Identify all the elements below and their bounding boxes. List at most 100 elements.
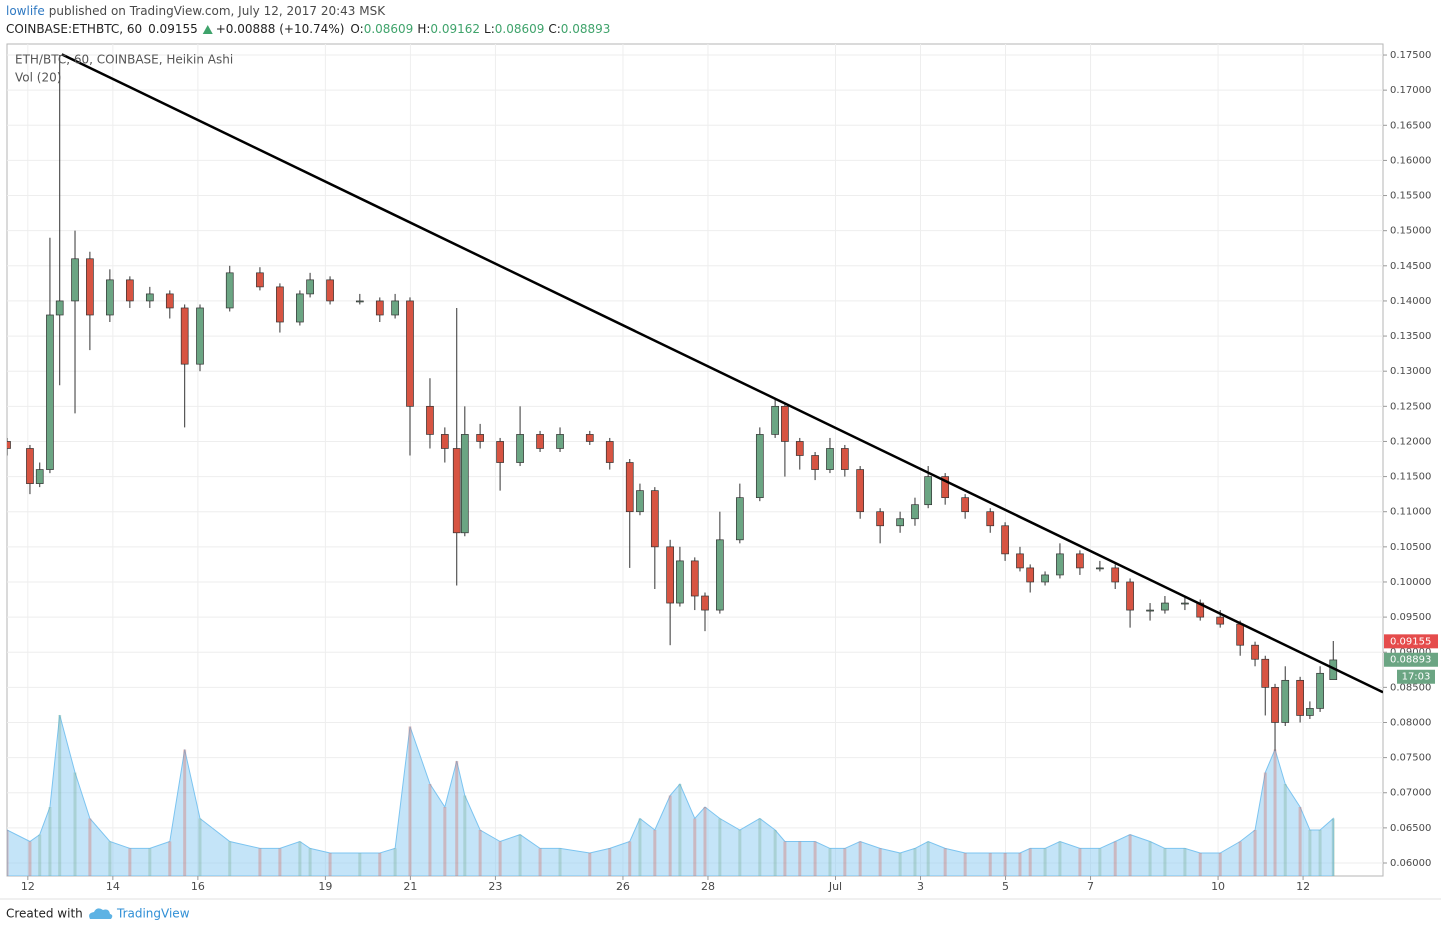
volume-bar [1183, 848, 1187, 876]
candle-body [735, 497, 744, 541]
volume-bar [1238, 841, 1242, 876]
volume-bar [703, 807, 707, 876]
volume-bar [558, 848, 562, 876]
plot-area [6, 43, 1384, 877]
y-tick-label: 0.13500 [1390, 331, 1431, 342]
legend-title: ETH/BTC, 60, COINBASE, Heikin Ashi [15, 53, 233, 67]
candle-body [1001, 525, 1009, 555]
last-price: 0.09155 [148, 22, 198, 36]
candle-body [7, 441, 11, 449]
header-line: lowlife published on TradingView.com, Jul… [6, 4, 386, 18]
candle-body [666, 546, 674, 604]
footer-created: Created with [6, 907, 83, 921]
volume-bar [1113, 841, 1117, 876]
volume-bar [38, 834, 42, 876]
volume-bar [653, 830, 657, 876]
candle-body [585, 434, 594, 442]
y-tick-label: 0.10500 [1390, 542, 1431, 553]
y-tick-label: 0.09000 [1390, 647, 1431, 658]
y-tick-label: 0.16500 [1390, 120, 1431, 131]
volume-bar [773, 830, 777, 876]
volume-bar [1331, 818, 1335, 876]
volume-bar [943, 848, 947, 876]
candle-body [1026, 567, 1035, 583]
y-tick-label: 0.15500 [1390, 191, 1431, 202]
volume-area [7, 714, 1334, 876]
price-tag [1384, 634, 1438, 649]
candle-body [1316, 672, 1324, 709]
volume-bar [88, 818, 92, 876]
candle-body [355, 300, 364, 303]
volume-label: Vol (20) [15, 71, 61, 85]
candles [7, 53, 1383, 751]
candle-body [180, 307, 189, 365]
volume-bar [308, 848, 312, 876]
footer-brand[interactable]: TradingView [116, 907, 190, 921]
volume-bar [1318, 830, 1322, 876]
volume-bar [128, 848, 132, 876]
x-tick-label: 28 [701, 880, 715, 893]
volume-bar [198, 818, 202, 876]
volume-bar [378, 853, 382, 876]
candle-body [46, 314, 54, 470]
volume-bar [258, 848, 262, 876]
volume-bar [538, 848, 542, 876]
byline: published on TradingView.com, July 12, 2… [49, 4, 386, 18]
candle-body [225, 272, 234, 309]
candle-body [690, 560, 699, 597]
volume-bar [1218, 853, 1222, 876]
candle-body [256, 272, 264, 288]
candle-body [924, 476, 933, 506]
volume-bar [1028, 848, 1032, 876]
ohlc-label: C: [548, 22, 560, 36]
candle-body [986, 511, 995, 527]
candle-body [426, 405, 434, 435]
volume-bar [393, 848, 397, 876]
logo [89, 908, 113, 919]
volume-bar [73, 772, 77, 876]
volume-bar [693, 818, 697, 876]
candle-body [605, 441, 614, 463]
volume-bar [718, 818, 722, 876]
candle-body [26, 448, 34, 484]
y-tick-label: 0.08000 [1390, 717, 1431, 728]
candle-body [876, 511, 884, 527]
author[interactable]: lowlife [6, 4, 45, 18]
candle-body [476, 434, 484, 442]
candle-body [1236, 623, 1245, 646]
candle-body [1216, 616, 1225, 625]
volume-bar [963, 853, 967, 876]
volume-bar [1283, 784, 1287, 876]
volume-bar [58, 715, 62, 876]
y-tick-label: 0.07500 [1390, 753, 1431, 764]
volume-bar [783, 841, 787, 876]
symbol: COINBASE:ETHBTC, 60 [6, 22, 142, 36]
volume-bar [1263, 772, 1267, 876]
candle-body [55, 300, 64, 316]
volume-bar [828, 848, 832, 876]
countdown: 17:03 [1402, 672, 1431, 683]
candle-body [86, 258, 94, 316]
volume-bar [168, 841, 172, 876]
volume-bar [278, 848, 282, 876]
volume-bar [813, 841, 817, 876]
candle-body [391, 300, 399, 316]
volume-bar [463, 795, 467, 876]
volume-bar [926, 841, 930, 876]
volume-bar [1148, 841, 1152, 876]
candle-body [452, 448, 461, 534]
candle-body [1016, 553, 1024, 569]
volume-bar [898, 853, 902, 876]
volume-bar [1098, 848, 1102, 876]
candle-body [35, 469, 44, 484]
candle-body [636, 490, 644, 513]
price-tag [1384, 652, 1438, 667]
volume-bar [1128, 834, 1132, 876]
volume-bar [28, 841, 32, 876]
candle-body [781, 405, 789, 442]
volume-bar [108, 841, 112, 876]
y-tick-label: 0.17000 [1390, 85, 1431, 96]
volume-bar [668, 795, 672, 876]
x-tick-label: 21 [403, 880, 417, 893]
